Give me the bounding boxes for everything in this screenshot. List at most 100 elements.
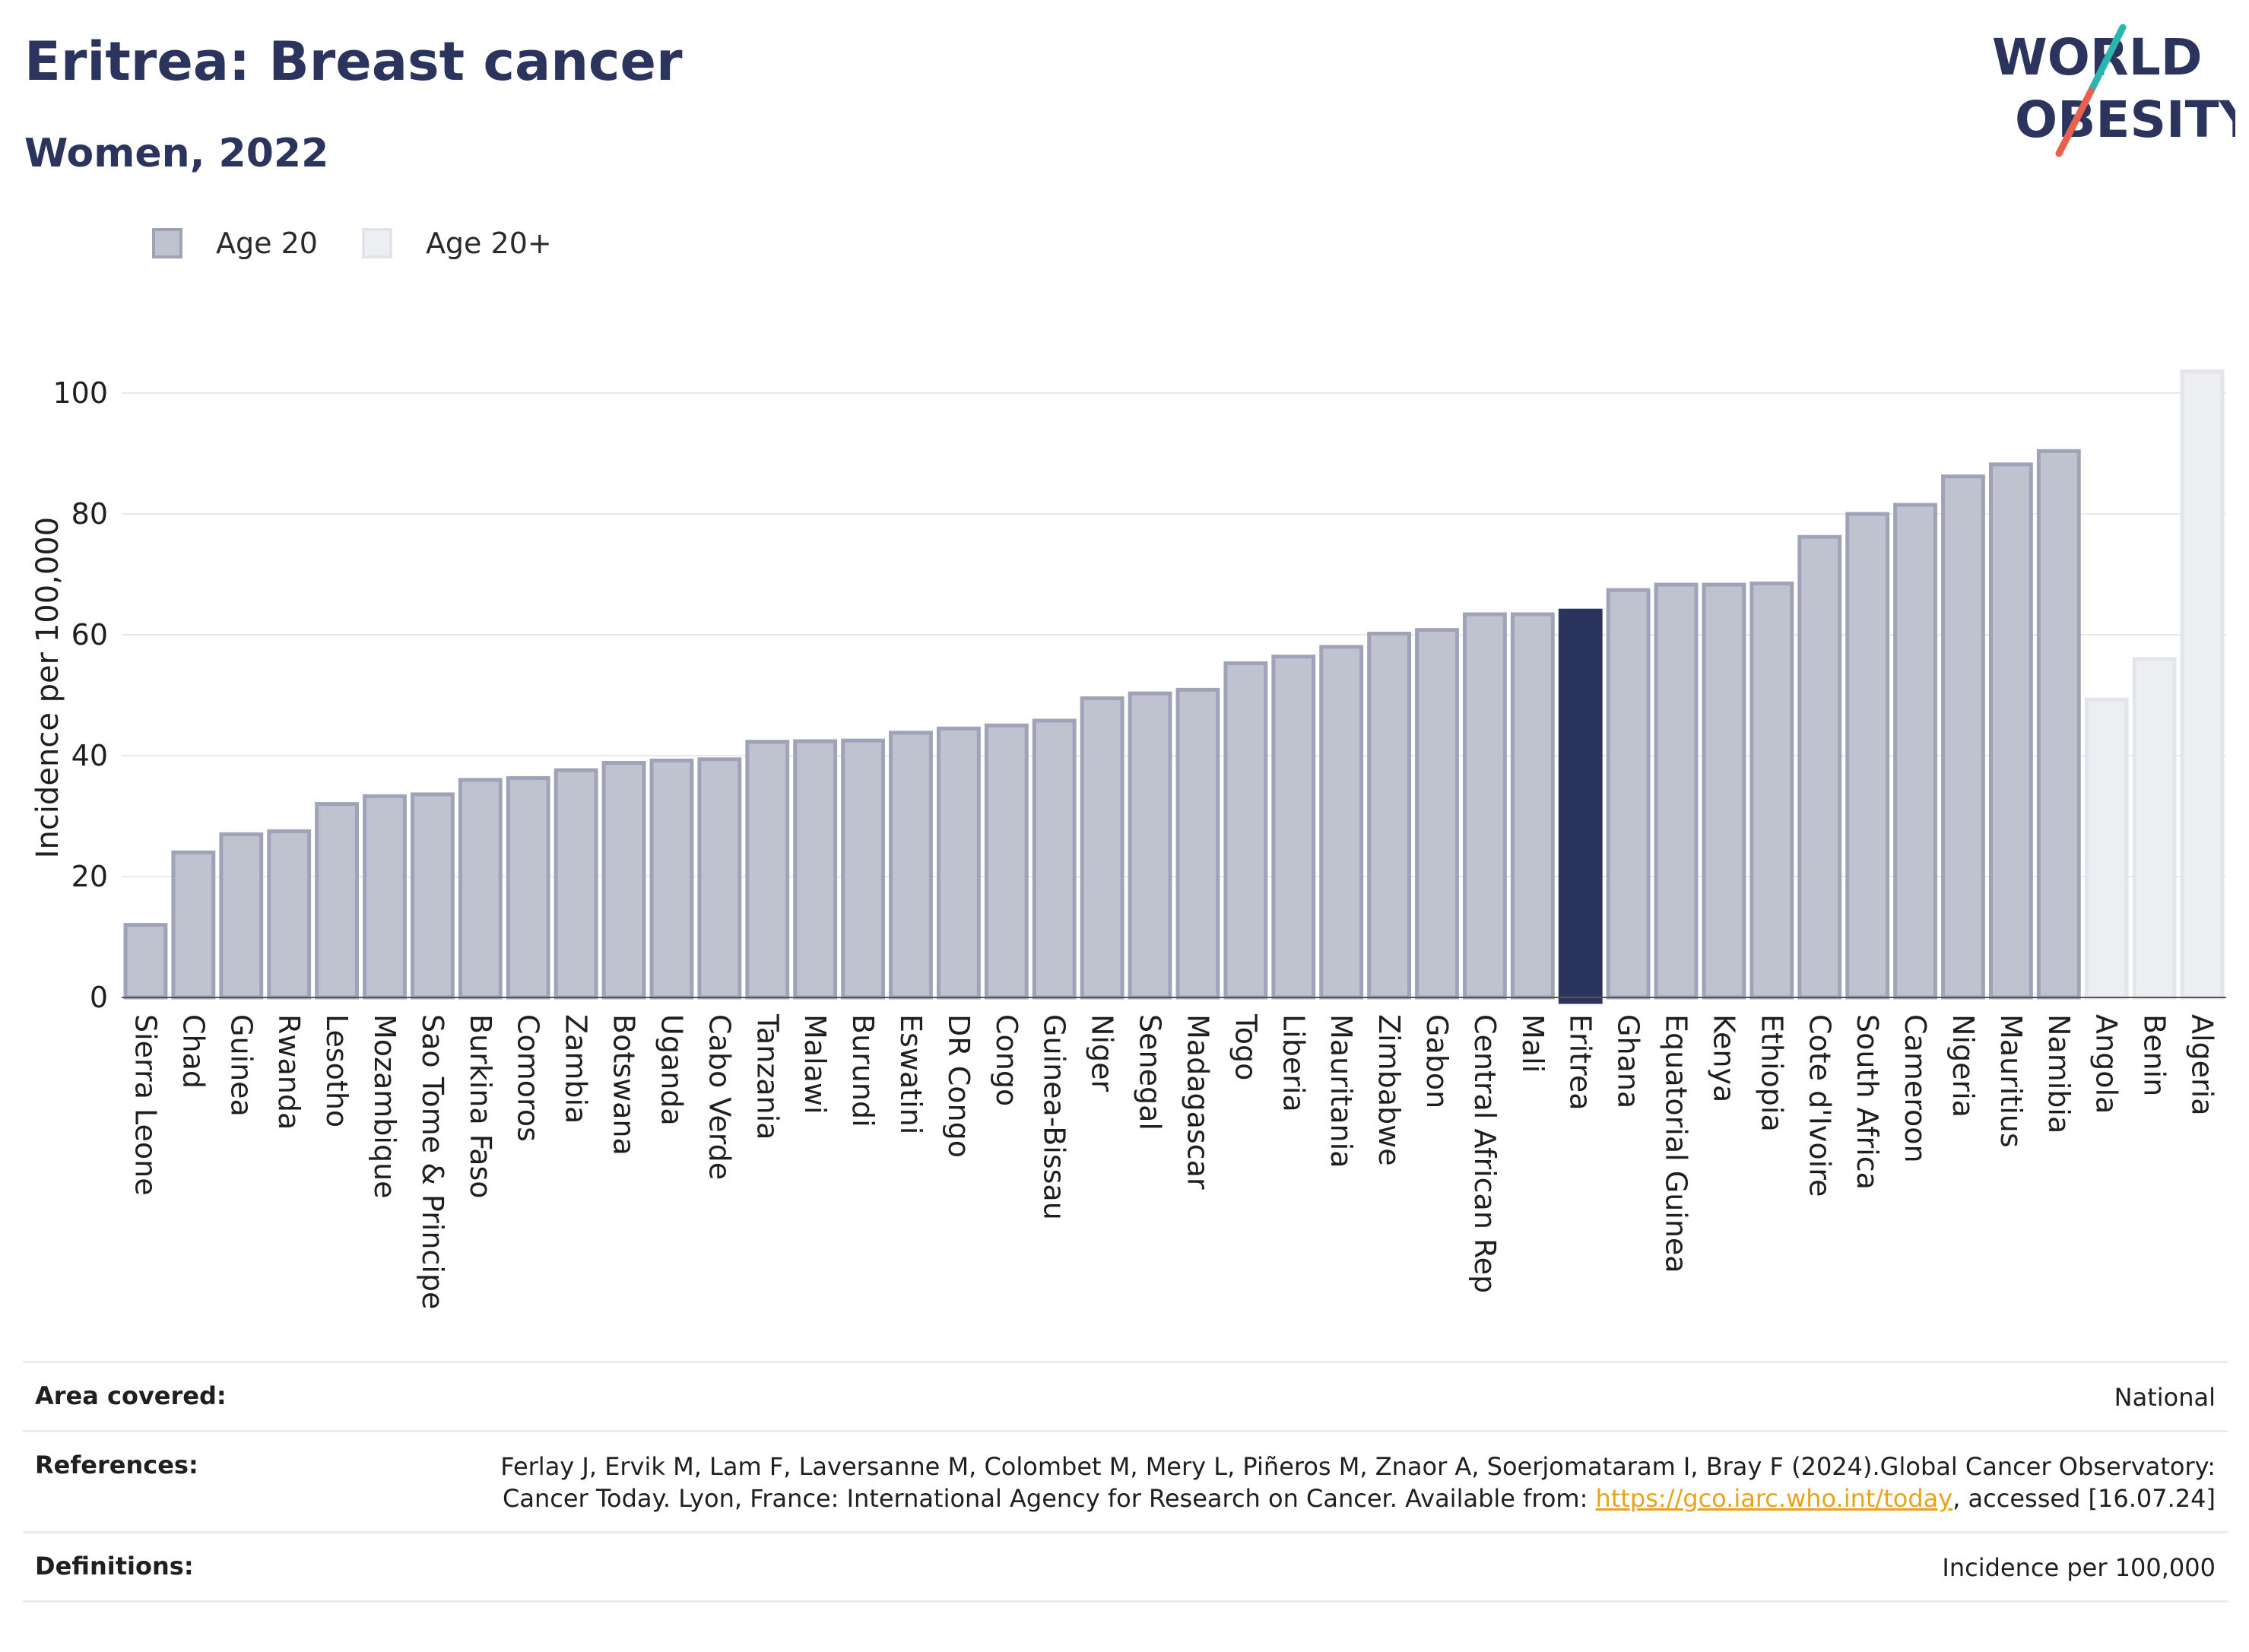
x-tick-label: Benin	[2138, 1014, 2171, 1096]
references-tail: , accessed [16.07.24]	[1952, 1484, 2216, 1513]
bar-tanzania	[745, 740, 790, 1000]
references-link[interactable]: https://gco.iarc.who.int/today	[1595, 1484, 1953, 1513]
references-label: References:	[35, 1451, 198, 1479]
world-obesity-logo: WORLD OBESITY	[1992, 24, 2235, 157]
bar-togo	[1223, 661, 1268, 1000]
x-tick-label: Central African Rep	[1468, 1014, 1502, 1293]
bar-cote-d-ivoire	[1797, 534, 1842, 1000]
references-value: Ferlay J, Ervik M, Lam F, Laversanne M, …	[467, 1451, 2216, 1514]
bar-ethiopia	[1749, 581, 1794, 1000]
area-value: National	[2114, 1383, 2216, 1412]
bar-chart: 0 20 40 60 80 100 Incidence per 100,000 Sierra …	[30, 369, 2226, 1309]
bar-eswatini	[889, 731, 933, 1000]
references-text: Ferlay J, Ervik M, Lam F, Laversanne M, …	[500, 1452, 2216, 1513]
x-tick-label: Malawi	[798, 1014, 832, 1115]
bar-senegal	[1128, 691, 1172, 1000]
x-tick-label: Chad	[176, 1014, 210, 1089]
x-tick-label: Eswatini	[894, 1014, 928, 1134]
info-row-area: Area covered: National	[23, 1361, 2228, 1430]
logo-line2: OBESITY	[2015, 90, 2235, 149]
x-tick-label: Kenya	[1707, 1014, 1740, 1102]
definitions-value: Incidence per 100,000	[1942, 1553, 2216, 1582]
x-tick-label: Lesotho	[320, 1014, 354, 1127]
x-tick-label: Gabon	[1420, 1014, 1454, 1108]
x-tick-label: Togo	[1229, 1013, 1262, 1080]
x-tick-label: South Africa	[1851, 1014, 1884, 1190]
x-tick-label: Senegal	[1134, 1014, 1167, 1130]
bar-angola	[2084, 697, 2129, 1000]
logo-slash-top	[2087, 24, 2127, 95]
bar-dr-congo	[936, 726, 981, 1000]
page-subtitle: Women, 2022	[24, 131, 329, 176]
x-tick-label: Equatorial Guinea	[1660, 1014, 1693, 1273]
bar-guinea	[219, 832, 264, 1000]
bar-equatorial-guinea	[1654, 582, 1699, 1000]
bar-burundi	[841, 738, 886, 1000]
bar-rwanda	[267, 829, 312, 1000]
bar-madagascar	[1175, 687, 1220, 1000]
x-tick-label: Nigeria	[1946, 1014, 1980, 1118]
x-tick-label: Mauritania	[1324, 1014, 1358, 1168]
bar-zimbabwe	[1367, 631, 1412, 1000]
bar-zambia	[554, 768, 598, 1000]
definitions-label: Definitions:	[35, 1552, 194, 1581]
bar-algeria	[2180, 369, 2225, 1000]
y-axis-title: Incidence per 100,000	[30, 517, 65, 859]
legend-item-age20[interactable]: Age 20	[152, 227, 318, 260]
x-tick-label: Rwanda	[272, 1014, 306, 1130]
bar-mauritania	[1319, 645, 1364, 1000]
y-tick-label: 60	[71, 618, 108, 652]
bar-mozambique	[363, 794, 407, 1000]
y-tick-label: 100	[52, 376, 108, 410]
x-tick-label: Guinea	[224, 1014, 258, 1117]
bar-malawi	[793, 739, 838, 1000]
bar-burkina-faso	[458, 778, 503, 1000]
x-tick-label: Algeria	[2186, 1014, 2219, 1116]
legend-label-age20: Age 20	[216, 227, 318, 260]
x-tick-label: Zambia	[560, 1014, 593, 1124]
x-tick-label: Congo	[990, 1014, 1023, 1106]
x-tick-label: Uganda	[655, 1014, 688, 1126]
x-tick-label: Ethiopia	[1755, 1014, 1788, 1132]
x-tick-label: Sao Tome & Principe	[416, 1014, 449, 1309]
area-label: Area covered:	[35, 1381, 227, 1410]
bar-nigeria	[1941, 474, 1985, 1000]
x-tick-label: Niger	[1086, 1014, 1119, 1092]
bar-eritrea	[1558, 608, 1603, 1004]
bar-sierra-leone	[123, 923, 168, 1000]
x-tick-label: Eritrea	[1564, 1014, 1597, 1111]
bar-cabo-verde	[697, 757, 742, 1000]
x-tick-label: Angola	[2090, 1014, 2124, 1114]
y-tick-label: 40	[71, 739, 108, 772]
legend-item-age20plus[interactable]: Age 20+	[361, 227, 552, 260]
info-row-references: References: Ferlay J, Ervik M, Lam F, La…	[23, 1430, 2228, 1531]
bar-comoros	[506, 775, 550, 1000]
legend-swatch-age20	[152, 228, 182, 258]
bar-south-africa	[1845, 512, 1890, 1000]
bar-liberia	[1271, 655, 1316, 1000]
logo-slash-bottom	[2055, 87, 2095, 157]
x-tick-label: Comoros	[512, 1014, 545, 1142]
x-tick-label: Cameroon	[1898, 1014, 1932, 1163]
bar-sao-tome-principe	[410, 792, 455, 1000]
bar-botswana	[601, 761, 646, 1000]
bar-niger	[1080, 696, 1124, 1000]
bar-cameroon	[1893, 503, 1938, 1000]
chart-legend: Age 20 Age 20+	[152, 227, 596, 260]
y-tick-label: 0	[90, 981, 108, 1014]
bar-mauritius	[1988, 462, 2033, 1000]
x-tick-label: Namibia	[2042, 1014, 2076, 1134]
bar-gabon	[1415, 628, 1459, 1000]
legend-label-age20plus: Age 20+	[425, 227, 552, 260]
x-tick-label: Zimbabwe	[1372, 1014, 1406, 1166]
x-tick-label: Sierra Leone	[128, 1014, 162, 1196]
x-tick-label: Ghana	[1612, 1014, 1645, 1108]
x-tick-label: Tanzania	[750, 1013, 784, 1140]
y-tick-label: 80	[71, 497, 108, 531]
bar-mali	[1510, 612, 1555, 1000]
y-tick-label: 20	[71, 860, 108, 893]
bar-kenya	[1702, 582, 1746, 1000]
info-table: Area covered: National References: Ferla…	[23, 1361, 2228, 1603]
x-tick-label: Mozambique	[368, 1014, 401, 1199]
x-tick-label: Mauritius	[1994, 1014, 2028, 1148]
